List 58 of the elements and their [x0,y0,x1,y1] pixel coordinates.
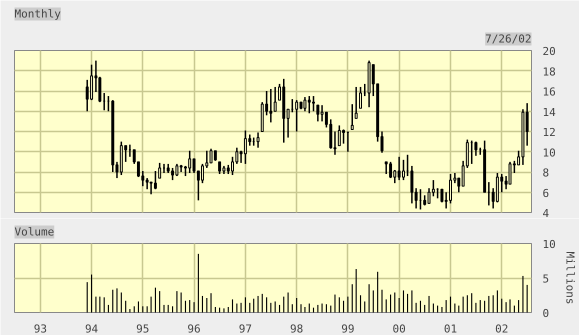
y-tick-label: 6 [542,186,550,200]
candlestick [320,104,324,122]
candlestick [274,86,277,112]
candlestick [188,150,192,174]
candlestick [338,124,341,146]
candlestick [98,76,102,103]
candlestick [359,86,362,109]
candlestick [410,165,414,204]
y-tick-label: 20 [542,45,556,58]
x-tick-label: 93 [34,322,47,335]
candlestick [214,150,217,162]
y-tick-label: 18 [542,65,556,78]
x-tick-label: 96 [187,322,201,335]
candlestick [158,162,162,179]
x-tick-label: 95 [136,322,150,335]
text: 7/26/02 [485,32,532,46]
y-tick-label: 10 [542,238,556,251]
candlestick [295,99,298,132]
candlestick [402,159,405,181]
candlestick [146,177,149,190]
x-tick-label: 98 [290,322,304,335]
x-tick-label: 00 [392,322,406,335]
candlestick [440,188,444,204]
y-tick-label: 12 [542,126,556,139]
x-tick-label: 99 [341,322,355,335]
candlestick [398,156,401,181]
y-tick-label: 10 [542,146,556,160]
chart-title: Monthly [14,8,62,20]
candlestick [474,140,478,157]
y-tick-label: 8 [542,166,550,180]
candlestick [423,194,426,206]
y-tick-label: 16 [542,86,556,98]
candlestick [316,104,320,122]
candlestick [312,95,315,112]
x-tick-label: 94 [84,322,99,335]
y-tick-label: 0 [542,307,550,320]
candlestick [226,164,230,175]
candlestick [308,95,311,114]
y-tick-label: 14 [542,106,556,119]
y-tick-label: 4 [542,207,550,220]
candlestick [508,161,512,185]
candlestick [150,181,153,196]
candlestick [154,170,157,190]
candlestick [256,132,260,148]
candlestick [175,163,178,177]
x-tick-label: 97 [238,322,252,335]
y-tick-label: 5 [542,272,550,286]
y-axis-title: Millions [564,252,577,304]
x-tick-label: 02 [495,322,508,335]
candlestick [86,79,89,112]
candlestick [210,148,213,164]
chart-title: Volume [14,226,54,238]
x-tick-label: 01 [444,322,458,335]
candlestick [384,161,388,175]
candlestick [218,161,222,175]
candlestick [269,88,272,124]
candlestick [166,163,170,174]
candlestick [342,128,346,144]
